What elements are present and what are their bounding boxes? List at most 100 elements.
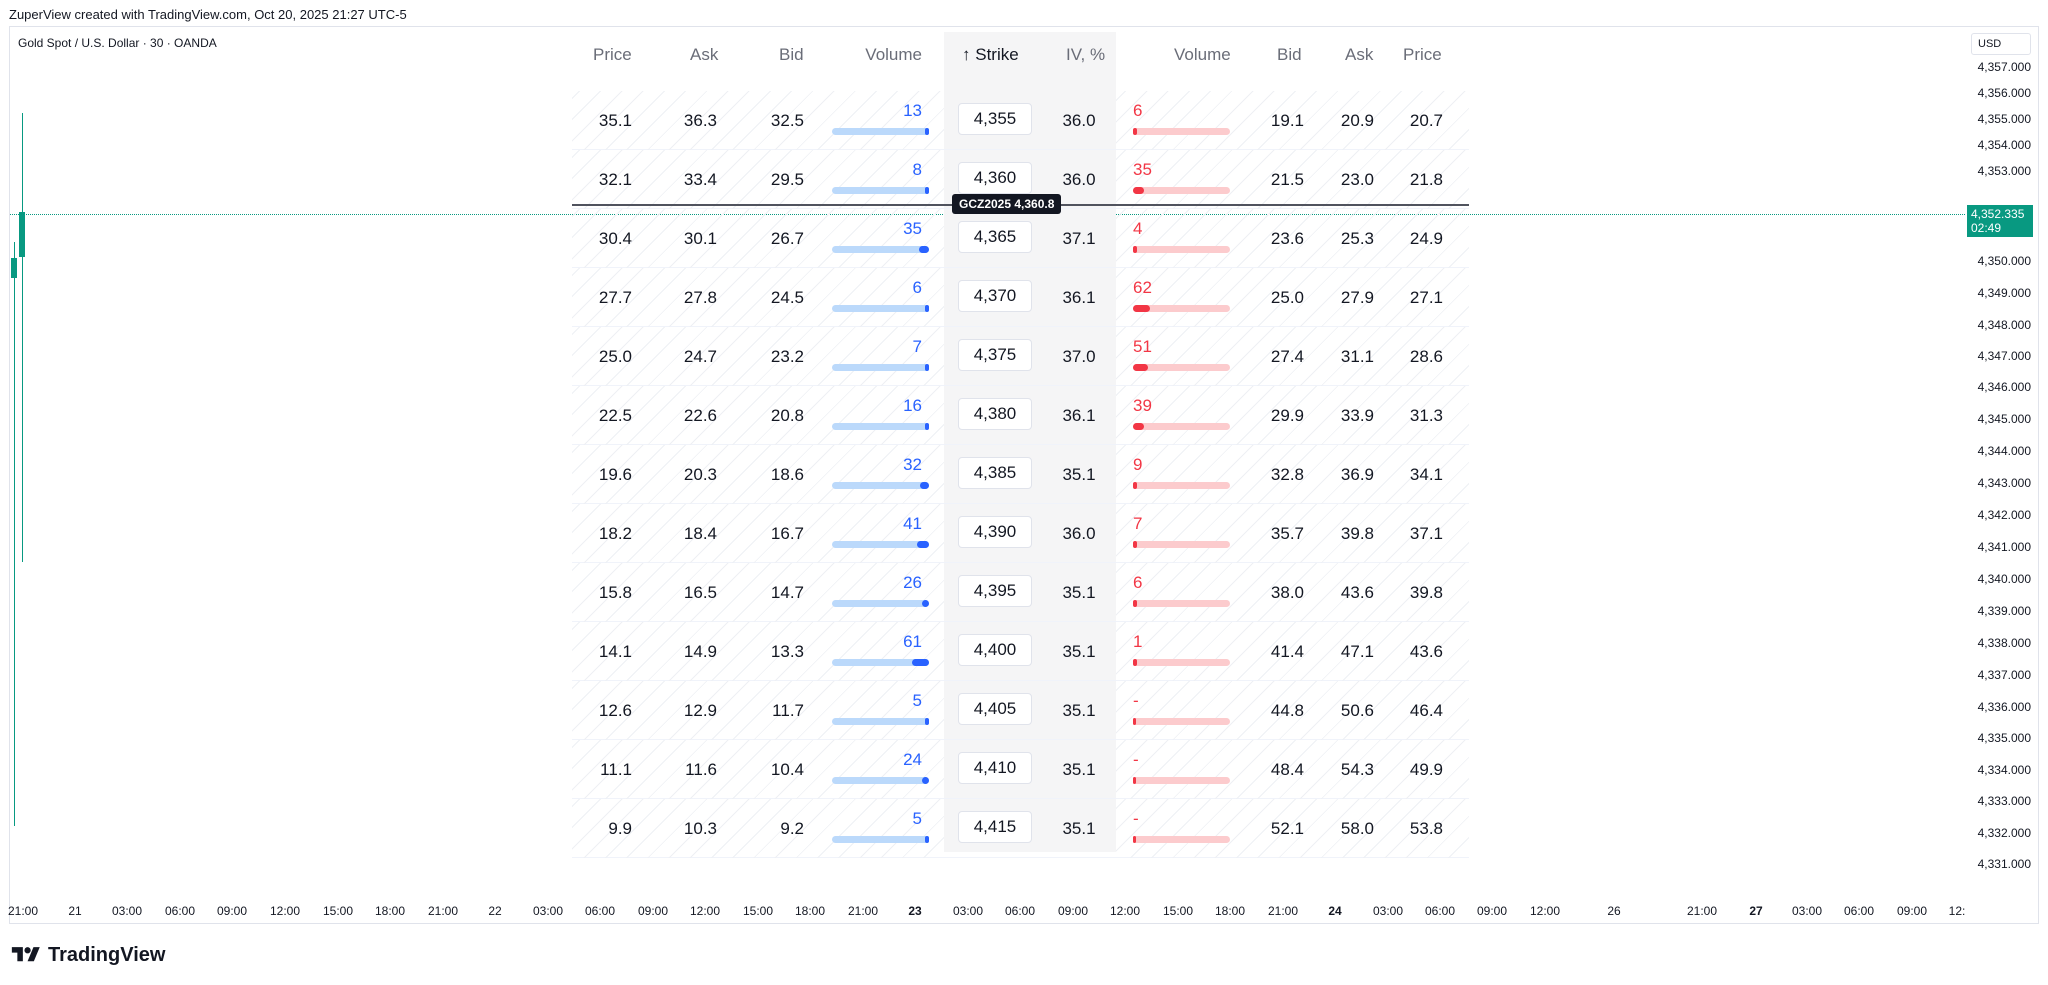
iv-value[interactable]: 35.1 [1062,701,1096,720]
put-bid-cell[interactable]: 21.5 [1270,170,1304,189]
iv-value[interactable]: 35.1 [1062,760,1096,779]
put-price-cell[interactable]: 21.8 [1409,170,1443,189]
table-row[interactable]: 19.6 20.3 18.6 32.8 36.9 34.1 32 4,385 35.1 9 [572,445,1469,504]
put-ask-cell[interactable]: 50.6 [1340,701,1374,720]
put-volume-value[interactable]: 62 [1133,278,1152,297]
time-axis[interactable]: 21:00 21 03:00 06:00 09:00 12:00 15:00 18:00 21:… [8,898,1969,924]
call-bid-cell[interactable]: 9.2 [780,819,804,838]
put-ask-cell[interactable]: 39.8 [1340,524,1374,543]
iv-value[interactable]: 36.1 [1062,288,1096,307]
call-bid-cell[interactable]: 13.3 [770,642,804,661]
call-ask-cell[interactable]: 27.8 [683,288,717,307]
call-ask-cell[interactable]: 20.3 [683,465,717,484]
header-calls-ask[interactable]: Ask [690,45,719,64]
call-ask-cell[interactable]: 36.3 [683,111,717,130]
strike-button[interactable]: 4,385 [958,457,1032,489]
strike-button[interactable]: 4,355 [958,103,1032,135]
table-row[interactable]: 25.0 24.7 23.2 27.4 31.1 28.6 7 4,375 37.0 51 [572,327,1469,386]
strike-button[interactable]: 4,395 [958,575,1032,607]
currency-button[interactable]: USD [1971,33,2031,55]
put-volume-value[interactable]: 9 [1133,455,1143,474]
table-row[interactable]: 15.8 16.5 14.7 38.0 43.6 39.8 26 4,395 35.1 6 [572,563,1469,622]
table-row[interactable]: 32.1 33.4 29.5 21.5 23.0 21.8 8 4,360 36.0 35 [572,150,1469,209]
put-ask-cell[interactable]: 20.9 [1340,111,1374,130]
put-ask-cell[interactable]: 31.1 [1340,347,1374,366]
put-price-cell[interactable]: 53.8 [1409,819,1443,838]
call-bid-cell[interactable]: 10.4 [770,760,804,779]
put-volume-value[interactable]: 6 [1133,101,1143,120]
table-row[interactable]: 35.1 36.3 32.5 19.1 20.9 20.7 13 4,355 36.0 6 [572,91,1469,150]
put-price-cell[interactable]: 31.3 [1409,406,1443,425]
put-price-cell[interactable]: 24.9 [1409,229,1443,248]
symbol-title[interactable]: Gold Spot / U.S. Dollar · 30 · OANDA [18,36,217,50]
put-price-cell[interactable]: 49.9 [1409,760,1443,779]
header-puts-bid[interactable]: Bid [1277,45,1302,64]
call-price-cell[interactable]: 9.9 [608,819,632,838]
strike-button[interactable]: 4,365 [958,221,1032,253]
put-bid-cell[interactable]: 48.4 [1270,760,1304,779]
header-calls-bid[interactable]: Bid [779,45,804,64]
put-bid-cell[interactable]: 35.7 [1270,524,1304,543]
strike-button[interactable]: 4,360 [958,162,1032,194]
put-volume-value[interactable]: 4 [1133,219,1143,238]
call-ask-cell[interactable]: 11.6 [685,760,717,779]
strike-button[interactable]: 4,400 [958,634,1032,666]
call-price-cell[interactable]: 14.1 [598,642,632,661]
call-volume-value[interactable]: 5 [912,809,922,828]
call-volume-value[interactable]: 35 [903,219,922,238]
call-volume-value[interactable]: 41 [903,514,922,533]
put-price-cell[interactable]: 20.7 [1409,111,1443,130]
table-row[interactable]: 12.6 12.9 11.7 44.8 50.6 46.4 5 4,405 35.1 - [572,681,1469,740]
strike-button[interactable]: 4,370 [958,280,1032,312]
put-ask-cell[interactable]: 47.1 [1340,642,1374,661]
put-price-cell[interactable]: 37.1 [1409,524,1443,543]
put-price-cell[interactable]: 43.6 [1409,642,1443,661]
call-price-cell[interactable]: 22.5 [598,406,632,425]
put-price-cell[interactable]: 39.8 [1409,583,1443,602]
strike-button[interactable]: 4,390 [958,516,1032,548]
price-axis[interactable]: 4,357.000 4,356.000 4,355.000 4,354.000 4,35… [1964,26,2039,898]
put-bid-cell[interactable]: 27.4 [1270,347,1304,366]
strike-button[interactable]: 4,375 [958,339,1032,371]
strike-button[interactable]: 4,405 [958,693,1032,725]
call-volume-value[interactable]: 16 [903,396,922,415]
put-volume-value[interactable]: - [1133,691,1139,710]
call-bid-cell[interactable]: 29.5 [770,170,804,189]
put-bid-cell[interactable]: 41.4 [1270,642,1304,661]
put-ask-cell[interactable]: 27.9 [1340,288,1374,307]
header-strike[interactable]: ↑ Strike [962,45,1019,67]
put-ask-cell[interactable]: 36.9 [1340,465,1374,484]
header-puts-price[interactable]: Price [1403,45,1442,64]
table-row[interactable]: 30.4 30.1 26.7 23.6 25.3 24.9 35 4,365 37.1 4 [572,209,1469,268]
header-calls-volume[interactable]: Volume [865,45,922,64]
call-bid-cell[interactable]: 26.7 [770,229,804,248]
table-row[interactable]: 22.5 22.6 20.8 29.9 33.9 31.3 16 4,380 36.1 39 [572,386,1469,445]
put-bid-cell[interactable]: 32.8 [1270,465,1304,484]
call-bid-cell[interactable]: 23.2 [770,347,804,366]
call-price-cell[interactable]: 15.8 [598,583,632,602]
put-bid-cell[interactable]: 25.0 [1270,288,1304,307]
iv-value[interactable]: 35.1 [1062,583,1096,602]
strike-button[interactable]: 4,410 [958,752,1032,784]
iv-value[interactable]: 37.0 [1062,347,1096,366]
iv-value[interactable]: 36.0 [1062,170,1096,189]
header-puts-ask[interactable]: Ask [1345,45,1374,64]
table-row[interactable]: 11.1 11.6 10.4 48.4 54.3 49.9 24 4,410 35.1 - [572,740,1469,799]
call-ask-cell[interactable]: 12.9 [683,701,717,720]
put-bid-cell[interactable]: 19.1 [1270,111,1304,130]
call-price-cell[interactable]: 30.4 [598,229,632,248]
call-ask-cell[interactable]: 18.4 [683,524,717,543]
call-volume-value[interactable]: 32 [903,455,922,474]
iv-value[interactable]: 37.1 [1062,229,1096,248]
header-calls-price[interactable]: Price [593,45,632,64]
call-price-cell[interactable]: 27.7 [598,288,632,307]
iv-value[interactable]: 35.1 [1062,465,1096,484]
put-bid-cell[interactable]: 23.6 [1270,229,1304,248]
header-puts-volume[interactable]: Volume [1174,45,1231,64]
table-row[interactable]: 18.2 18.4 16.7 35.7 39.8 37.1 41 4,390 36.0 7 [572,504,1469,563]
put-ask-cell[interactable]: 54.3 [1340,760,1374,779]
put-bid-cell[interactable]: 38.0 [1270,583,1304,602]
call-bid-cell[interactable]: 20.8 [770,406,804,425]
put-price-cell[interactable]: 27.1 [1409,288,1443,307]
put-price-cell[interactable]: 34.1 [1409,465,1443,484]
